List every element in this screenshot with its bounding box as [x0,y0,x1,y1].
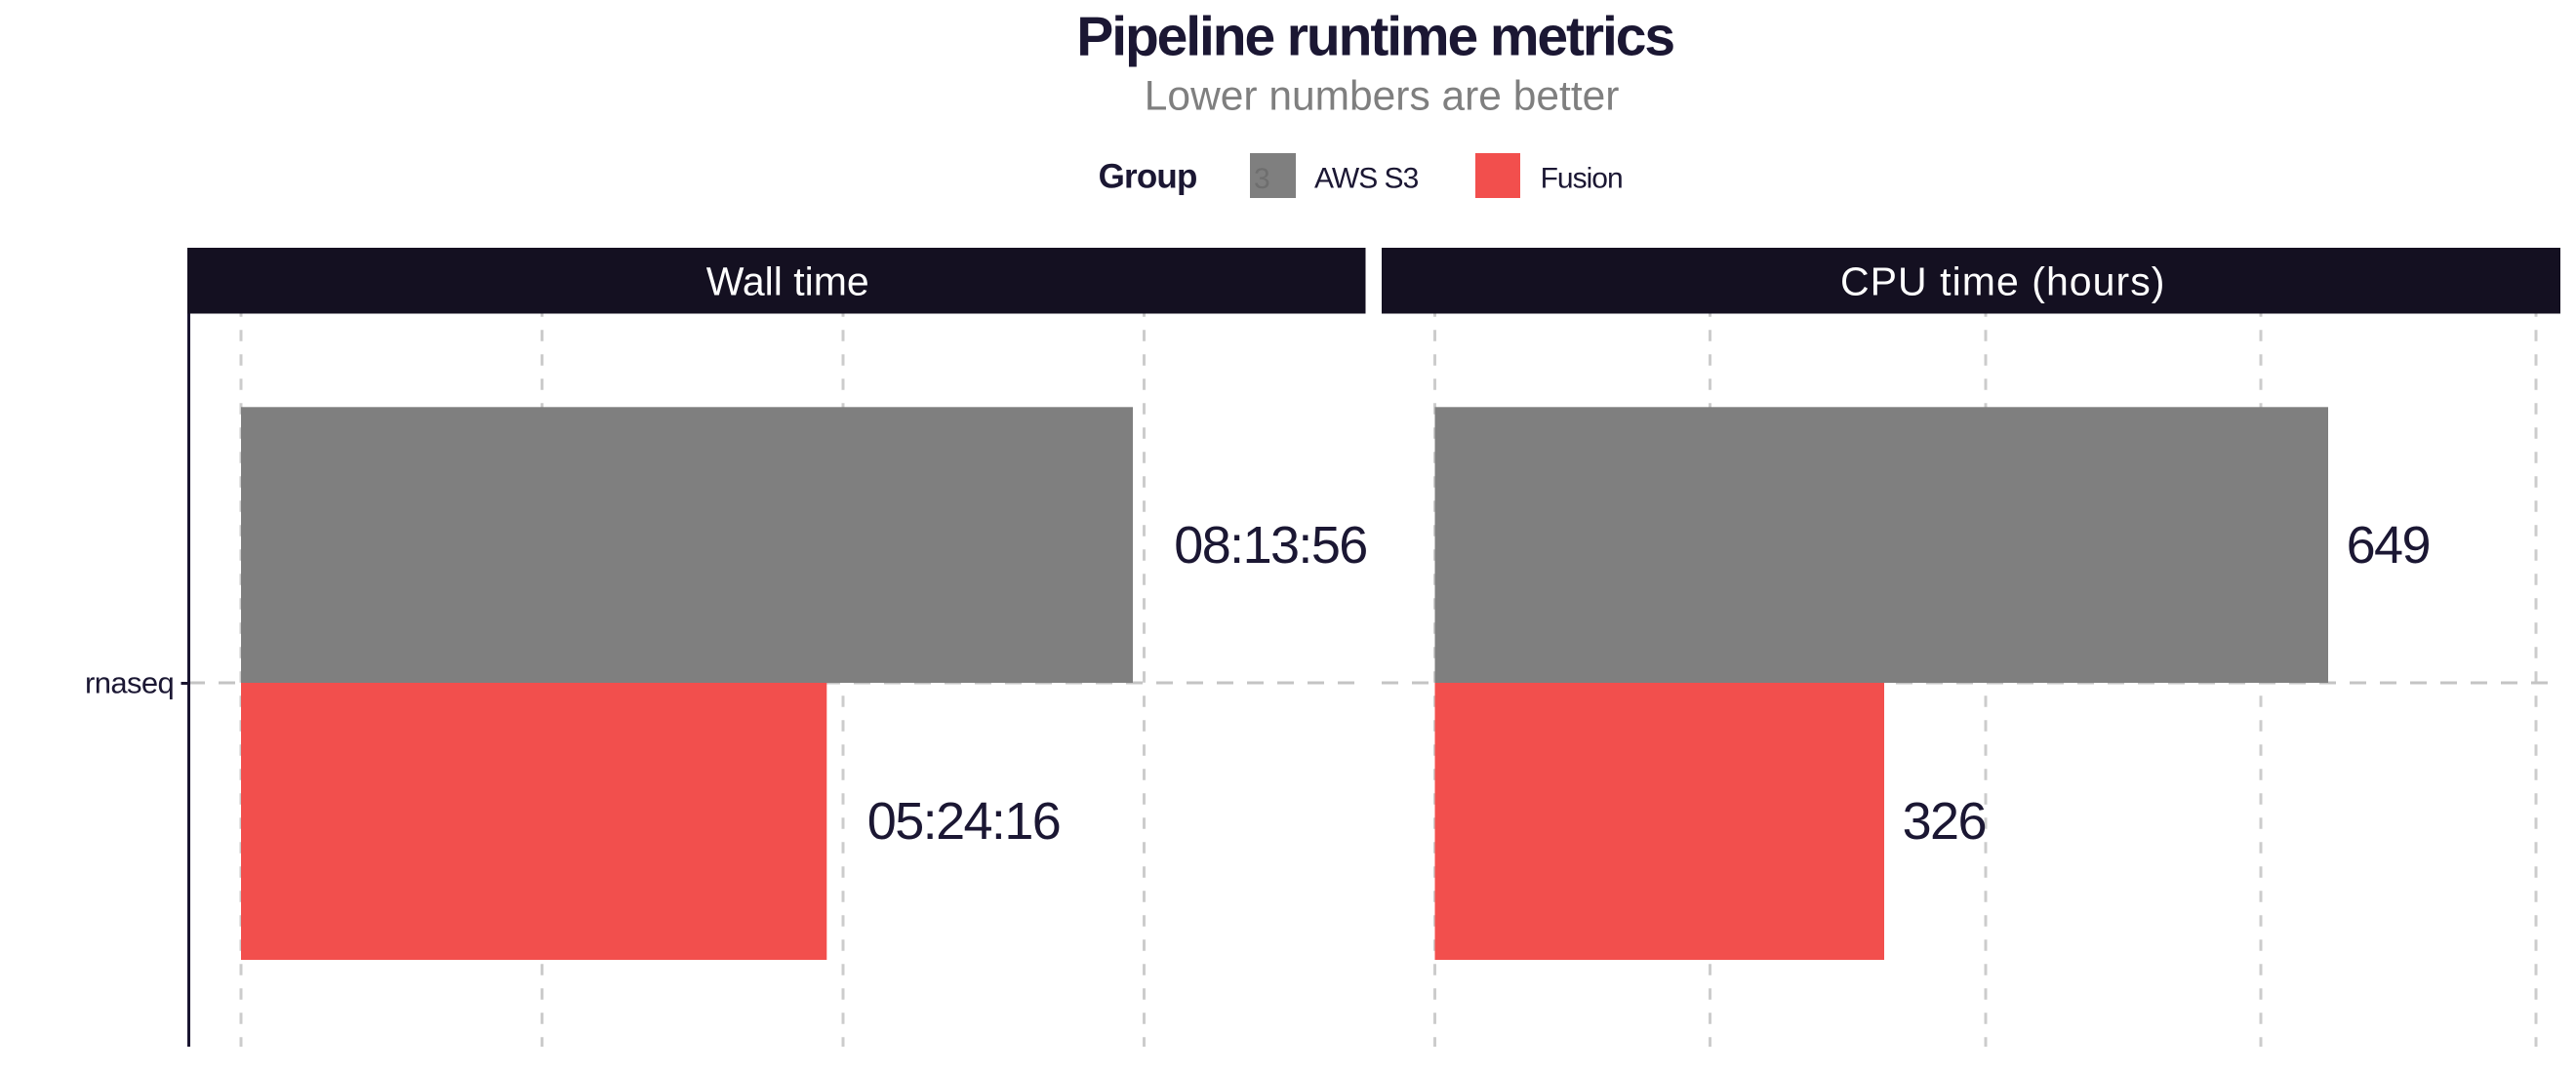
svg-text:3: 3 [1254,163,1270,195]
svg-text:05:24:16: 05:24:16 [867,792,1060,851]
svg-text:Lower numbers are better: Lower numbers are better [1145,73,1620,119]
svg-text:CPU time (hours): CPU time (hours) [1840,258,2165,303]
svg-text:Fusion: Fusion [1541,162,1623,194]
svg-text:Pipeline runtime metrics: Pipeline runtime metrics [1076,6,1673,68]
svg-text:326: 326 [1903,792,1986,851]
svg-text:08:13:56: 08:13:56 [1174,516,1366,575]
svg-text:rnaseq: rnaseq [85,665,174,699]
svg-text:649: 649 [2347,516,2430,575]
svg-text:Group: Group [1099,157,1197,195]
svg-text:AWS S3: AWS S3 [1314,162,1419,194]
svg-text:Wall time: Wall time [706,258,869,303]
